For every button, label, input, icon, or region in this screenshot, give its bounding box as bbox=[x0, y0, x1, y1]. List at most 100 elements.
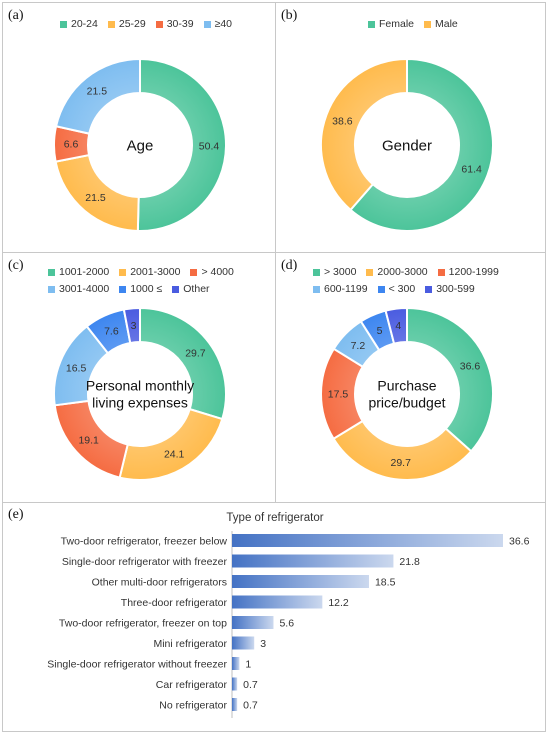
legend-swatch bbox=[377, 285, 385, 293]
bar-mini-refrigerator bbox=[232, 636, 255, 650]
legend-item-2000-3000: 2000-3000 bbox=[366, 266, 428, 278]
bar-two-door-refrigerator-freezer-on-top bbox=[232, 616, 274, 629]
bar-three-door-refrigerator bbox=[232, 595, 323, 609]
legend-label: 2000-3000 bbox=[377, 266, 428, 278]
bar-two-door-refrigerator-freezer-below bbox=[232, 534, 503, 547]
legend-swatch bbox=[60, 20, 67, 28]
donut-center-label: living expenses bbox=[92, 394, 188, 410]
donut-center-label: Gender bbox=[382, 137, 432, 154]
donut-center-label: Purchase bbox=[377, 378, 436, 394]
legend-label: 300-599 bbox=[436, 283, 475, 295]
legend-swatch bbox=[190, 268, 198, 276]
donut-slice-male bbox=[320, 57, 408, 212]
bar-category-label: Single-door refrigerator without freezer bbox=[47, 659, 227, 671]
legend-swatch bbox=[119, 268, 127, 276]
legend-label: < 300 bbox=[388, 283, 416, 295]
legend-swatch bbox=[368, 20, 375, 28]
legend-swatch bbox=[313, 285, 320, 293]
bar-single-door-refrigerator-with-freezer bbox=[232, 554, 394, 568]
donut-slice-300-599 bbox=[384, 306, 408, 345]
legend-item-40: ≥40 bbox=[203, 18, 232, 30]
bar-value-label: 3 bbox=[260, 638, 266, 650]
legend-swatch bbox=[119, 285, 127, 293]
donut-chart-age: 50.4 21.5 6.6 21.5 Age bbox=[53, 57, 227, 232]
legend-label: 30-39 bbox=[166, 18, 194, 30]
bar-category-label: Single-door refrigerator with freezer bbox=[62, 556, 228, 568]
slice-value-label: 16.5 bbox=[66, 362, 87, 374]
legend-item-1200-1999: 1200-1999 bbox=[437, 266, 499, 278]
legend-label: Other bbox=[183, 283, 210, 295]
legend-swatch bbox=[425, 285, 433, 293]
donut-slice-20-24 bbox=[136, 57, 227, 232]
legend-item-male: Male bbox=[424, 18, 458, 30]
bar-no-refrigerator bbox=[232, 698, 238, 711]
bar-value-label: 21.8 bbox=[399, 556, 420, 568]
slice-value-label: 3 bbox=[131, 320, 137, 332]
slice-value-label: 29.7 bbox=[185, 347, 206, 359]
legend-item-other: Other bbox=[172, 283, 210, 295]
bar-chart-refrigerator-type: Two-door refrigerator, freezer below 36.6… bbox=[47, 531, 530, 718]
bar-value-label: 1 bbox=[245, 659, 251, 671]
bar-value-label: 12.2 bbox=[328, 597, 349, 609]
legend-gender: Female Male bbox=[368, 18, 538, 30]
legend-item-1001-2000: 1001-2000 bbox=[48, 266, 109, 278]
legend-item-300: < 300 bbox=[377, 283, 416, 295]
legend-swatch bbox=[313, 268, 320, 276]
legend-item-300-599: 300-599 bbox=[425, 283, 475, 295]
slice-value-label: 36.6 bbox=[460, 360, 481, 372]
donut-chart-gender: 61.4 38.6 Gender bbox=[320, 57, 494, 232]
legend-budget: > 3000 2000-3000 1200-1999 600-1199 < 300 300… bbox=[313, 266, 533, 295]
legend-label: Male bbox=[435, 18, 458, 30]
panel-label-a: (a) bbox=[8, 8, 24, 23]
donut-chart-expenses: 29.7 24.1 19.1 16.5 7.6 3 Personal monthlylivi… bbox=[53, 306, 227, 481]
donut-slice-3000 bbox=[406, 306, 494, 453]
bar-category-label: Three-door refrigerator bbox=[121, 597, 228, 609]
slice-value-label: 6.6 bbox=[64, 139, 79, 151]
bar-single-door-refrigerator-without-freezer bbox=[232, 657, 240, 670]
slice-value-label: 7.6 bbox=[104, 326, 119, 338]
legend-label: 2001-3000 bbox=[130, 266, 181, 278]
legend-label: 3001-4000 bbox=[59, 283, 110, 295]
slice-value-label: 21.5 bbox=[85, 192, 106, 204]
slice-value-label: 17.5 bbox=[328, 388, 349, 400]
legend-swatch bbox=[437, 268, 445, 276]
slice-value-label: 21.5 bbox=[87, 86, 108, 98]
legend-item-3001-4000: 3001-4000 bbox=[48, 283, 109, 295]
legend-swatch bbox=[172, 285, 180, 293]
bar-category-label: No refrigerator bbox=[159, 700, 227, 712]
legend-item-1000: 1000 ≤ bbox=[119, 283, 162, 295]
panel-label-c: (c) bbox=[8, 258, 24, 273]
bar-value-label: 0.7 bbox=[243, 679, 258, 691]
bar-category-label: Mini refrigerator bbox=[153, 638, 227, 650]
panel-label-d: (d) bbox=[281, 258, 298, 273]
legend-item-3000: > 3000 bbox=[313, 266, 356, 278]
legend-item-20-24: 20-24 bbox=[60, 18, 98, 30]
bar-other-multi-door-refrigerators bbox=[232, 575, 369, 588]
slice-value-label: 4 bbox=[395, 320, 401, 332]
legend-label: Female bbox=[379, 18, 415, 30]
legend-swatch bbox=[48, 285, 55, 293]
legend-label: 1200-1999 bbox=[448, 266, 499, 278]
panel-label-b: (b) bbox=[281, 8, 298, 23]
slice-value-label: 38.6 bbox=[332, 115, 353, 127]
legend-label: 25-29 bbox=[118, 18, 146, 30]
legend-swatch bbox=[107, 20, 115, 28]
legend-label: 1001-2000 bbox=[59, 266, 110, 278]
donut-center-label: Personal monthly bbox=[86, 378, 194, 394]
bar-category-label: Two-door refrigerator, freezer below bbox=[61, 536, 228, 548]
legend-swatch bbox=[48, 268, 55, 276]
bar-value-label: 18.5 bbox=[375, 577, 396, 589]
slice-value-label: 61.4 bbox=[461, 164, 482, 176]
legend-label: > 3000 bbox=[324, 266, 357, 278]
bar-value-label: 5.6 bbox=[279, 618, 294, 630]
legend-swatch bbox=[424, 20, 432, 28]
panel-divider-row2 bbox=[2, 502, 546, 503]
slice-value-label: 29.7 bbox=[391, 457, 412, 469]
bar-category-label: Car refrigerator bbox=[156, 679, 228, 691]
donut-slice-40 bbox=[54, 57, 141, 135]
panel-label-e: (e) bbox=[8, 507, 24, 522]
bar-chart-title: Type of refrigerator bbox=[226, 512, 324, 524]
bar-car-refrigerator bbox=[232, 677, 238, 691]
donut-slice-2001-3000 bbox=[118, 407, 224, 481]
